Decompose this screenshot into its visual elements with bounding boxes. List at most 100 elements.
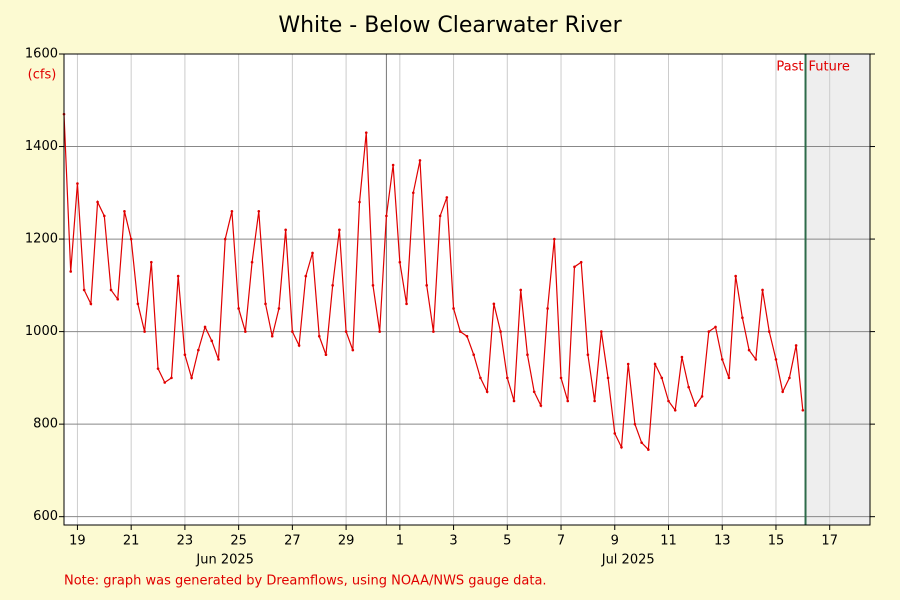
data-point — [223, 237, 227, 241]
data-point — [425, 284, 429, 287]
data-point — [626, 362, 630, 366]
y-tick-label: 1000 — [25, 324, 58, 339]
data-point — [210, 339, 214, 343]
data-point — [103, 214, 106, 218]
data-point — [673, 408, 677, 412]
data-point — [647, 448, 650, 451]
data-point — [714, 325, 717, 329]
data-point — [465, 334, 469, 338]
data-point — [277, 307, 281, 310]
data-point — [385, 214, 388, 218]
data-point — [411, 191, 415, 195]
past-label: Past — [776, 60, 803, 75]
data-point — [156, 367, 160, 370]
x-tick-label: 1 — [396, 534, 404, 549]
data-point — [244, 330, 247, 333]
data-point — [69, 270, 73, 273]
note: Note: graph was generated by Dreamflows,… — [64, 574, 547, 589]
data-point — [378, 330, 381, 333]
data-point — [667, 399, 670, 403]
data-point — [653, 362, 657, 366]
data-point — [150, 260, 153, 264]
data-point — [317, 334, 321, 338]
data-point — [257, 210, 261, 213]
x-tick-label: 21 — [123, 534, 140, 549]
data-point — [264, 302, 267, 306]
x-tick-label: 13 — [714, 534, 731, 549]
data-point — [190, 376, 193, 380]
data-point — [250, 260, 254, 264]
data-point — [358, 200, 361, 204]
data-point — [432, 330, 435, 333]
x-tick-label: 3 — [449, 534, 457, 549]
data-point — [418, 159, 422, 162]
data-point — [593, 399, 596, 403]
data-point — [600, 330, 603, 333]
data-point — [82, 288, 86, 292]
data-point — [781, 390, 784, 394]
data-point — [553, 237, 556, 241]
data-point — [566, 399, 570, 403]
data-point — [284, 228, 287, 232]
data-point — [311, 251, 314, 255]
data-point — [438, 214, 442, 218]
data-point — [506, 376, 509, 380]
data-point — [398, 260, 402, 264]
data-point — [143, 330, 146, 333]
data-point — [163, 381, 167, 384]
data-point — [532, 390, 536, 394]
data-point — [344, 330, 348, 333]
future-region — [805, 54, 870, 525]
data-point — [472, 353, 476, 357]
x-tick-label: 29 — [338, 534, 355, 549]
data-point — [747, 348, 751, 352]
data-point — [170, 376, 173, 380]
data-point — [794, 344, 798, 347]
data-point — [707, 330, 711, 333]
y-tick-label: 800 — [33, 417, 58, 432]
data-point — [304, 274, 308, 278]
data-point — [109, 288, 113, 292]
x-tick-label: 7 — [557, 534, 565, 549]
data-point — [727, 376, 731, 380]
data-point — [230, 210, 234, 213]
data-point — [270, 334, 274, 338]
data-point — [761, 288, 764, 292]
x-tick-label: 19 — [69, 534, 86, 549]
data-point — [331, 284, 334, 287]
data-point — [546, 307, 549, 310]
data-point — [237, 307, 240, 310]
data-point — [291, 330, 294, 333]
data-point — [700, 395, 704, 398]
data-point — [364, 131, 368, 134]
plot-frame — [63, 53, 871, 526]
y-tick-label: 600 — [33, 509, 58, 524]
data-point — [620, 445, 623, 449]
x-tick-label: 15 — [768, 534, 785, 549]
data-point — [633, 422, 637, 426]
data-point — [492, 302, 496, 306]
chart-title: White - Below Clearwater River — [278, 13, 622, 38]
data-point — [512, 399, 516, 403]
data-point — [76, 182, 79, 185]
x-tick-label: 5 — [503, 534, 511, 549]
data-point — [720, 358, 724, 361]
data-point — [217, 358, 220, 361]
data-point — [452, 307, 455, 310]
data-point — [741, 316, 744, 320]
x-tick-label: 23 — [177, 534, 194, 549]
data-point — [559, 376, 563, 380]
data-point — [680, 355, 684, 359]
y-tick-label: 1600 — [25, 47, 58, 62]
data-point — [640, 441, 643, 444]
data-point — [479, 376, 482, 380]
data-point — [801, 408, 805, 412]
data-point — [129, 237, 133, 241]
data-point — [338, 228, 341, 232]
data-point — [754, 358, 758, 361]
y-tick-label: 1400 — [25, 139, 58, 154]
x-tick-label: 11 — [660, 534, 677, 549]
plot-area — [64, 54, 870, 525]
data-point — [297, 344, 301, 347]
